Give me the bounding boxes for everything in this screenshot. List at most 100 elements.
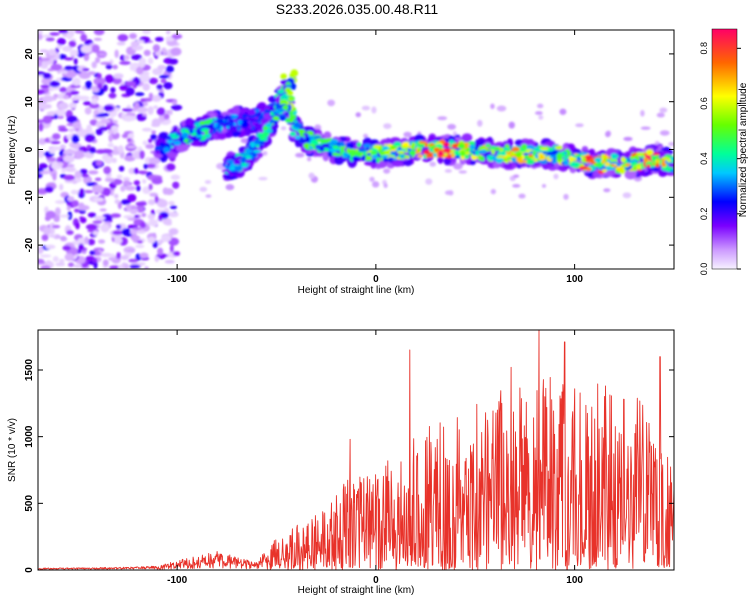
spectrogram-blob — [73, 264, 83, 268]
spectrogram-blob — [484, 153, 490, 157]
spectrogram-blob — [605, 131, 611, 138]
spectrogram-blob — [113, 73, 124, 79]
spectrogram-blob — [104, 74, 115, 84]
spectrogram-blob — [99, 208, 107, 212]
spectrogram-blob — [45, 244, 56, 249]
spectrogram-blob — [40, 84, 50, 89]
spectrogram-blob — [554, 145, 563, 150]
spectrogram-blob — [125, 87, 135, 96]
spectrogram-blob — [80, 33, 88, 42]
snr-y-ticks: 0 500 1000 1500 — [24, 358, 674, 573]
spectrogram-blob — [197, 137, 202, 140]
spectrogram-x-ticks: -100 0 100 — [167, 30, 583, 285]
spectrogram-blob — [89, 146, 96, 154]
y-tick-label: -20 — [24, 237, 35, 252]
spectrogram-blob — [65, 164, 75, 168]
spectrogram-blob — [95, 56, 101, 64]
colorbar-ticks: 0.0 0.2 0.4 0.6 0.8 — [699, 42, 741, 275]
spectrogram-blob — [131, 54, 143, 61]
spectrogram-blob — [112, 64, 118, 70]
spectrogram-blob — [625, 163, 631, 167]
spectrogram-blob — [552, 157, 557, 163]
spectrogram-blob — [217, 131, 227, 140]
spectrogram-blob — [49, 227, 55, 235]
spectrogram-blob — [84, 133, 96, 143]
spectrogram-blob — [52, 172, 57, 181]
spectrogram-blob — [225, 130, 233, 138]
spectrogram-blob — [142, 179, 147, 184]
colorbar: 0.0 0.2 0.4 0.6 0.8 Normalized spectral ampl… — [699, 28, 749, 275]
spectrogram-blob — [643, 157, 649, 163]
spectrogram-blob — [454, 155, 460, 159]
spectrogram-blob — [668, 142, 674, 147]
spectrogram-blob — [477, 147, 484, 151]
spectrogram-blob — [293, 120, 298, 123]
spectrogram-blob — [529, 150, 534, 155]
spectrogram-blob — [511, 157, 517, 162]
snr-series-line — [38, 330, 674, 570]
spectrogram-blob — [59, 214, 70, 218]
spectrogram-blob — [620, 156, 626, 163]
spectrogram-blob — [568, 155, 574, 163]
spectrogram-blob — [279, 116, 287, 121]
spectrogram-blob — [486, 144, 491, 148]
spectrogram-blob — [364, 156, 373, 161]
spectrogram-blob — [207, 124, 214, 130]
spectrogram-blob — [113, 145, 119, 150]
spectrogram-blob — [176, 144, 188, 153]
spectrogram-blob — [57, 54, 67, 60]
spectrogram-blob — [526, 140, 537, 146]
spectrogram-blob — [651, 155, 657, 162]
spectrogram-blob — [298, 129, 305, 134]
spectrogram-blob — [168, 58, 179, 65]
spectrogram-blob — [108, 257, 115, 261]
chart-title: S233.2026.035.00.48.R11 — [276, 1, 439, 17]
spectrogram-blob — [400, 154, 405, 159]
spectrogram-blob — [73, 58, 78, 65]
x-tick-label: -100 — [167, 274, 187, 285]
spectrogram-blob — [437, 116, 448, 121]
spectrogram-blob — [475, 150, 480, 157]
colorbar-tick-label: 0.4 — [699, 152, 709, 165]
y-tick-label: 1500 — [24, 358, 35, 381]
spectrogram-blob — [98, 126, 109, 132]
spectrogram-blob — [136, 106, 148, 113]
spectrogram-blob — [659, 130, 670, 136]
snr-x-label: Height of straight line (km) — [298, 585, 415, 596]
spectrogram-blob — [100, 148, 113, 154]
spectrogram-blob — [154, 195, 159, 203]
spectrogram-blob — [114, 237, 123, 245]
spectrogram-blob — [91, 44, 100, 53]
spectrogram-blob — [94, 177, 102, 182]
spectrogram-blob — [102, 259, 109, 267]
y-tick-label: 1000 — [24, 425, 35, 448]
spectrogram-blob — [59, 258, 65, 264]
spectrogram-blob — [170, 174, 181, 180]
spectrogram-blob — [513, 174, 520, 178]
spectrogram-blob — [71, 134, 80, 144]
spectrogram-blob — [575, 123, 584, 128]
spectrogram-blob — [226, 159, 235, 164]
spectrogram-blob — [254, 123, 262, 127]
spectrogram-blob — [205, 194, 212, 198]
spectrogram-blob — [247, 109, 256, 116]
spectrogram-blob — [383, 183, 388, 189]
spectrogram-blob — [93, 197, 104, 202]
spectrogram-blob — [129, 64, 135, 71]
spectrogram-blob — [448, 139, 455, 146]
spectrogram-blob — [87, 238, 96, 246]
spectrogram-blob — [645, 149, 654, 156]
spectrogram-blob — [42, 72, 52, 79]
spectrogram-blob — [105, 64, 113, 70]
spectrogram-blob — [133, 180, 141, 186]
spectrogram-blob — [57, 125, 67, 130]
spectrogram-blob — [391, 160, 404, 167]
spectrogram-blob — [75, 222, 80, 230]
spectrogram-blob — [55, 262, 66, 267]
spectrogram-blob — [666, 158, 672, 163]
spectrogram-blob — [233, 159, 242, 166]
spectrogram-blob — [288, 96, 294, 102]
spectrogram-blob — [262, 151, 268, 156]
spectrogram-blob — [623, 136, 633, 142]
spectrogram-blob — [41, 234, 49, 241]
